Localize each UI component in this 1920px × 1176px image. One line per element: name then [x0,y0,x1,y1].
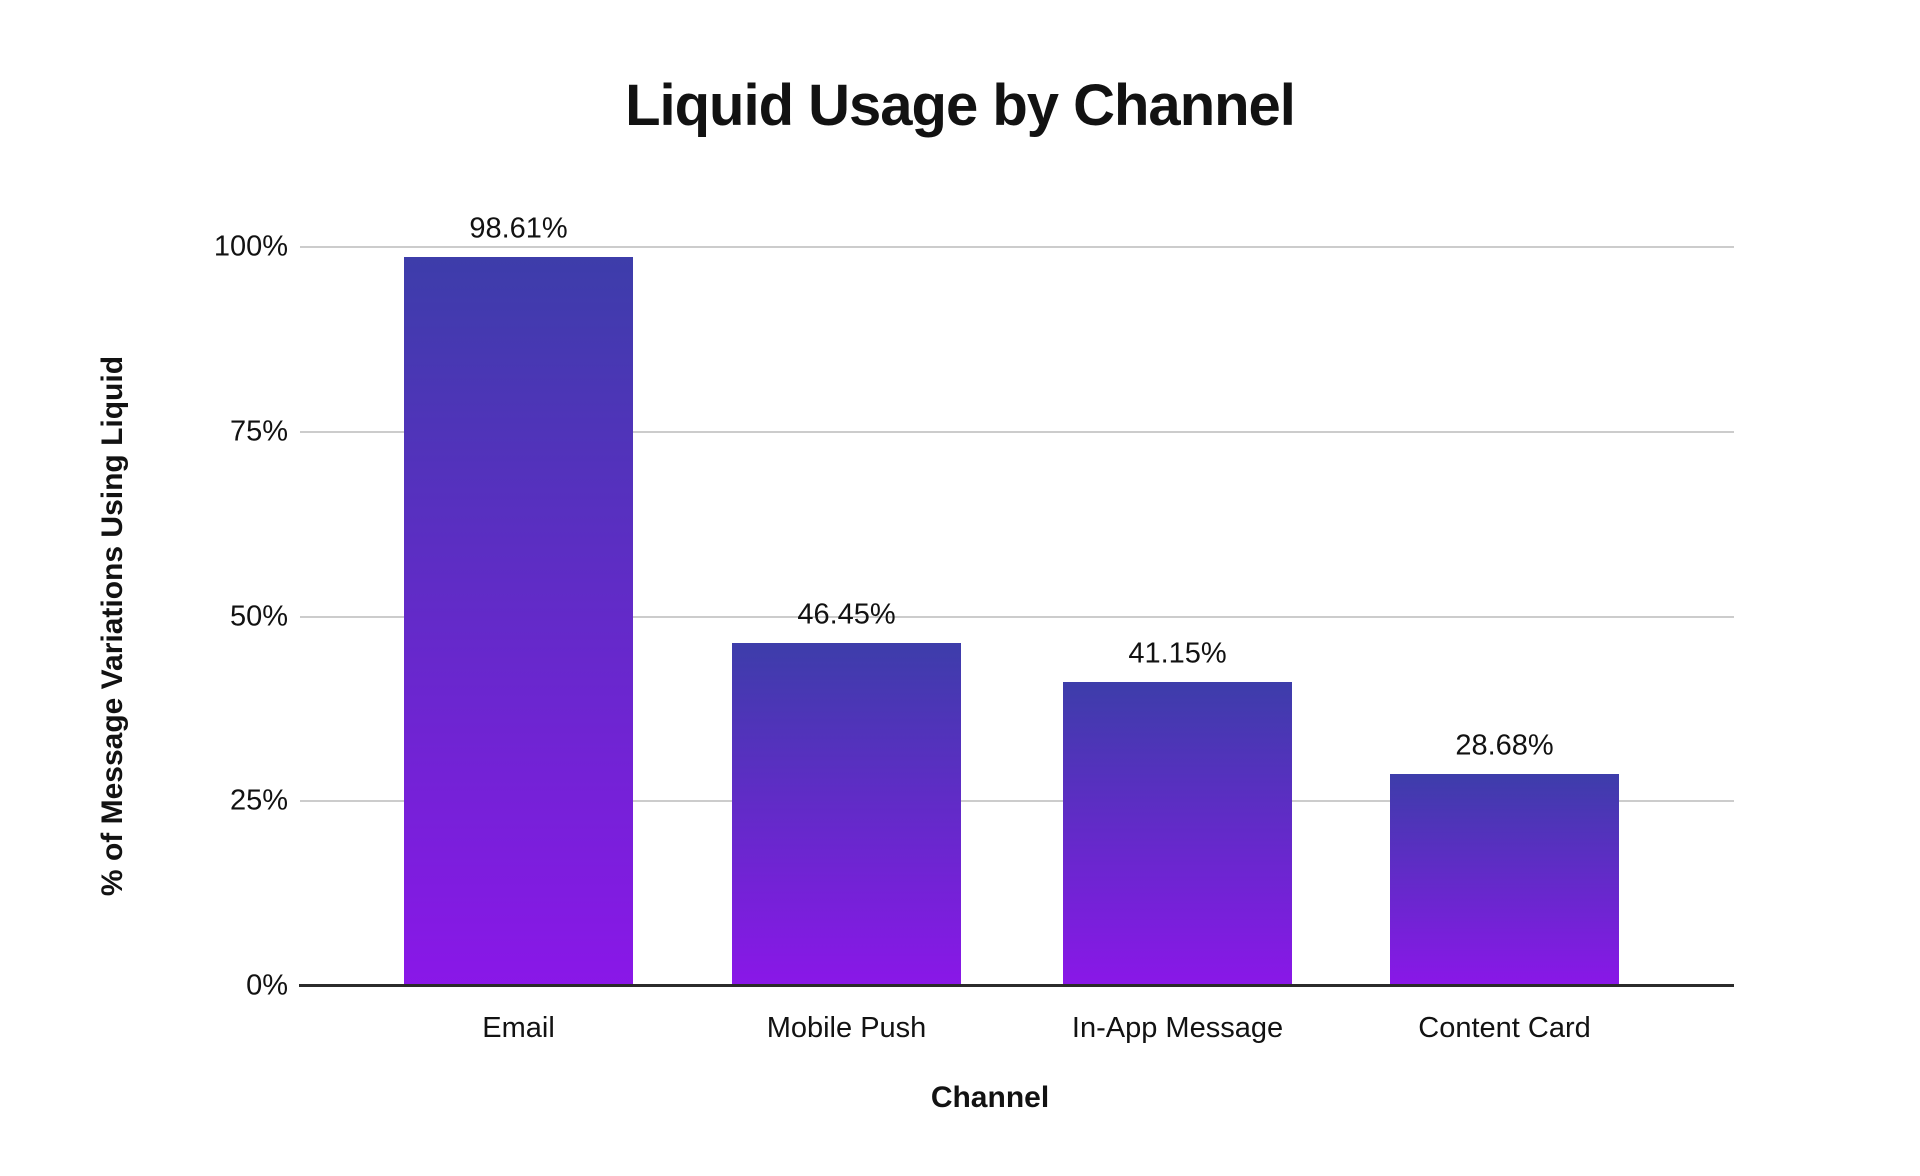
value-label: 98.61% [469,212,568,245]
value-label: 46.45% [797,598,896,631]
plot-area: 98.61% 46.45% 41.15% 28.68% [299,213,1734,987]
gridline-50% [300,615,1734,618]
y-tick-label: 0% [246,969,288,1002]
x-tick-label-mobile-push: Mobile Push [766,1012,927,1044]
x-axis-line [299,984,1734,987]
x-axis-tick-labels: Email Mobile Push In-App Message Content Ca… [300,1012,1734,1052]
y-tick-label: 25% [229,784,288,817]
y-tick-label: 50% [229,600,288,632]
gridline-25% [300,800,1734,803]
y-tick-label: 100% [213,230,288,263]
bar-content-card [1390,774,1619,986]
gridline-75% [300,430,1734,433]
x-tick-label-content-card: Content Card [1418,1012,1591,1044]
bar-email [404,257,633,986]
y-axis-tick-labels: 100% 75% 50% 25% 0% [0,231,288,1002]
x-axis-title: Channel [930,1081,1050,1114]
chart-title: Liquid Usage by Channel [625,73,1296,138]
x-tick-label-email: Email [482,1012,555,1044]
y-tick-label: 75% [229,415,288,448]
gridline-100% [300,246,1734,248]
bar-mobile-push [732,642,961,986]
value-label: 41.15% [1128,637,1227,670]
bar-in-app-message [1063,681,1292,986]
x-tick-label-in-app-message: In-App Message [1071,1012,1284,1044]
value-label: 28.68% [1455,729,1554,762]
